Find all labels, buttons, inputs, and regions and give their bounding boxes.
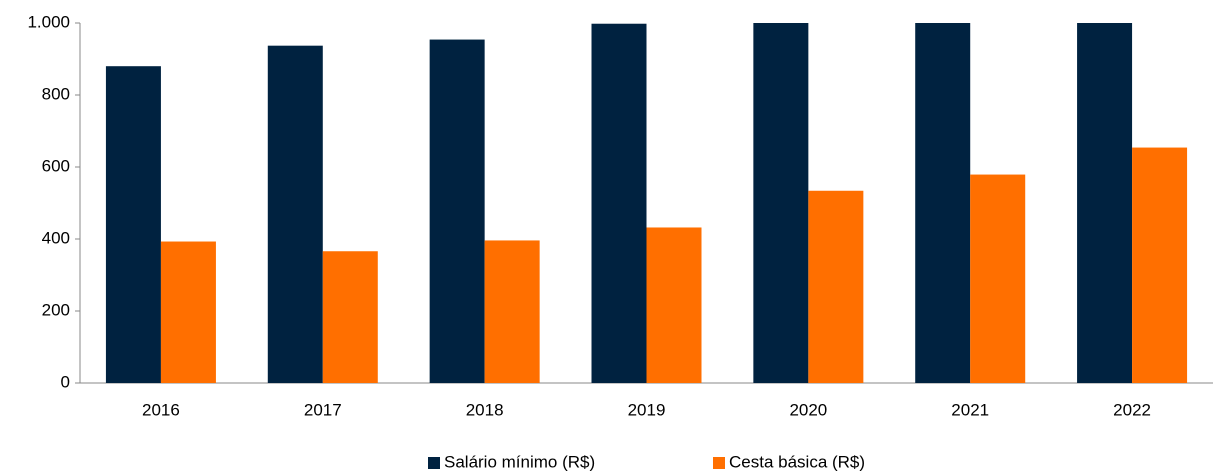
legend-swatch — [428, 457, 440, 469]
y-tick-label: 600 — [42, 156, 70, 175]
x-tick-label: 2017 — [304, 400, 342, 419]
legend-label: Salário mínimo (R$) — [444, 452, 595, 471]
x-tick-label: 2019 — [628, 400, 666, 419]
x-tick-label: 2016 — [142, 400, 180, 419]
bar — [322, 251, 378, 383]
y-tick-label: 800 — [42, 84, 70, 103]
legend-label: Cesta básica (R$) — [729, 452, 865, 471]
bar — [267, 45, 323, 384]
x-tick-label: 2020 — [789, 400, 827, 419]
y-tick-label: 200 — [42, 300, 70, 319]
bar — [753, 23, 809, 383]
x-tick-label: 2022 — [1113, 400, 1151, 419]
bar — [808, 190, 864, 383]
y-tick-label: 0 — [61, 372, 70, 391]
bar — [646, 227, 702, 383]
bar — [1077, 23, 1133, 383]
bar — [105, 66, 161, 383]
bar — [160, 241, 216, 383]
x-tick-label: 2021 — [951, 400, 989, 419]
bar — [970, 174, 1026, 383]
bar — [1132, 147, 1188, 383]
bar — [484, 240, 540, 383]
y-tick-label: 1.000 — [27, 12, 70, 31]
bar — [591, 23, 647, 383]
y-tick-label: 400 — [42, 228, 70, 247]
bar — [429, 39, 485, 384]
x-tick-label: 2018 — [466, 400, 504, 419]
bar — [915, 23, 971, 383]
legend-swatch — [713, 457, 725, 469]
